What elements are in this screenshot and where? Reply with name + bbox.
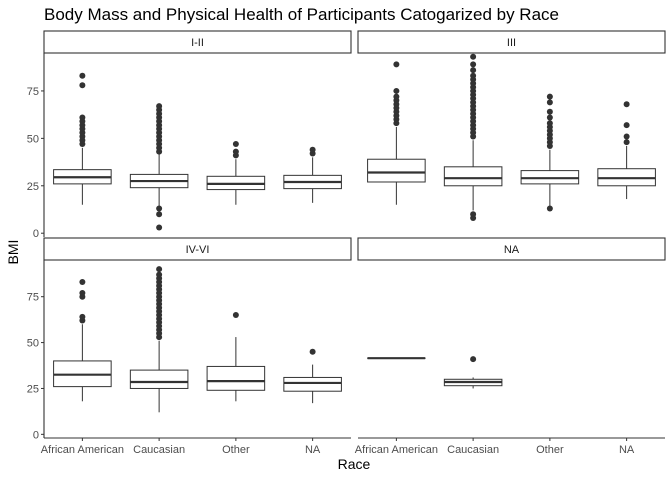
box-other — [206, 141, 266, 205]
outlier-point — [470, 72, 477, 79]
y-tick-label: 50 — [27, 338, 39, 350]
outlier-point — [393, 87, 400, 94]
box-caucasian — [443, 53, 503, 222]
box-caucasian — [443, 356, 503, 389]
outlier-point — [546, 93, 553, 100]
panel-3: NA African American Caucasian Other NA — [355, 237, 666, 456]
box-iqr — [283, 376, 342, 392]
x-tick-label: Caucasian — [447, 444, 499, 456]
outlier-point — [79, 290, 86, 297]
outlier-point — [623, 133, 630, 140]
outlier-point — [156, 211, 163, 218]
x-tick-label: Other — [222, 444, 250, 456]
outlier-point — [546, 108, 553, 115]
facet-strip — [43, 30, 352, 54]
outlier-point — [156, 271, 163, 278]
chart-title: Body Mass and Physical Health of Partici… — [44, 5, 559, 24]
outlier-point — [623, 139, 630, 146]
outlier-point — [393, 93, 400, 100]
outlier-point — [546, 114, 553, 121]
y-tick-label: 75 — [27, 292, 39, 304]
box-na — [597, 101, 656, 200]
x-tick-label: African American — [355, 444, 438, 456]
facet-strip-label: NA — [504, 244, 520, 256]
box-na — [283, 146, 342, 203]
box-caucasian — [129, 266, 189, 413]
panel-0: I-II 0 25 50 75 — [27, 30, 352, 240]
box-na — [283, 348, 342, 404]
box-african-american — [53, 279, 112, 402]
outlier-point — [470, 61, 477, 68]
outlier-point — [232, 148, 239, 155]
x-tick-label: Caucasian — [133, 444, 185, 456]
box-african-american — [367, 61, 426, 205]
y-tick-label: 0 — [33, 228, 39, 240]
panel-1: III — [357, 30, 666, 222]
outlier-point — [470, 211, 477, 218]
outlier-point — [156, 205, 163, 212]
panel-2: IV-VI 0 25 50 75 African American Caucasian Oth… — [27, 237, 352, 456]
box-iqr — [129, 369, 189, 389]
outlier-point — [623, 122, 630, 129]
x-tick-label: Other — [536, 444, 564, 456]
facet-panels: I-II 0 25 50 75 III IV-VI 0 25 50 75 African Americ… — [27, 30, 666, 456]
outlier-point — [309, 146, 316, 153]
box-iqr — [443, 166, 503, 187]
outlier-point — [79, 313, 86, 320]
y-axis-title: BMI — [5, 240, 21, 265]
y-tick-label: 25 — [27, 383, 39, 395]
x-tick-label: NA — [305, 444, 321, 456]
y-tick-label: 25 — [27, 181, 39, 193]
box-african-american — [53, 72, 112, 205]
outlier-point — [79, 114, 86, 121]
facet-strip-label: IV-VI — [186, 244, 210, 256]
outlier-point — [232, 312, 239, 319]
box-caucasian — [129, 103, 189, 231]
box-iqr — [367, 158, 426, 183]
outlier-point — [156, 103, 163, 110]
x-tick-label: African American — [41, 444, 124, 456]
outlier-point — [79, 72, 86, 79]
y-tick-label: 0 — [33, 429, 39, 441]
outlier-point — [79, 279, 86, 286]
y-tick-label: 75 — [27, 86, 39, 98]
outlier-point — [470, 356, 477, 363]
outlier-point — [623, 101, 630, 108]
outlier-point — [470, 53, 477, 60]
outlier-point — [156, 266, 163, 273]
facet-strip — [357, 30, 666, 54]
box-other — [520, 93, 580, 212]
x-axis-title: Race — [338, 456, 371, 472]
outlier-point — [232, 141, 239, 148]
facet-strip — [43, 237, 352, 261]
facet-strip — [357, 237, 666, 261]
outlier-point — [393, 61, 400, 68]
facet-strip-label: I-II — [191, 37, 204, 49]
outlier-point — [546, 120, 553, 127]
outlier-point — [156, 224, 163, 231]
outlier-point — [470, 67, 477, 74]
box-other — [206, 312, 266, 402]
outlier-point — [309, 348, 316, 355]
outlier-point — [546, 205, 553, 212]
facet-strip-label: III — [507, 37, 516, 49]
outlier-point — [546, 99, 553, 106]
outlier-point — [79, 82, 86, 89]
box-iqr — [206, 365, 266, 391]
y-tick-label: 50 — [27, 133, 39, 145]
x-tick-label: NA — [619, 444, 635, 456]
